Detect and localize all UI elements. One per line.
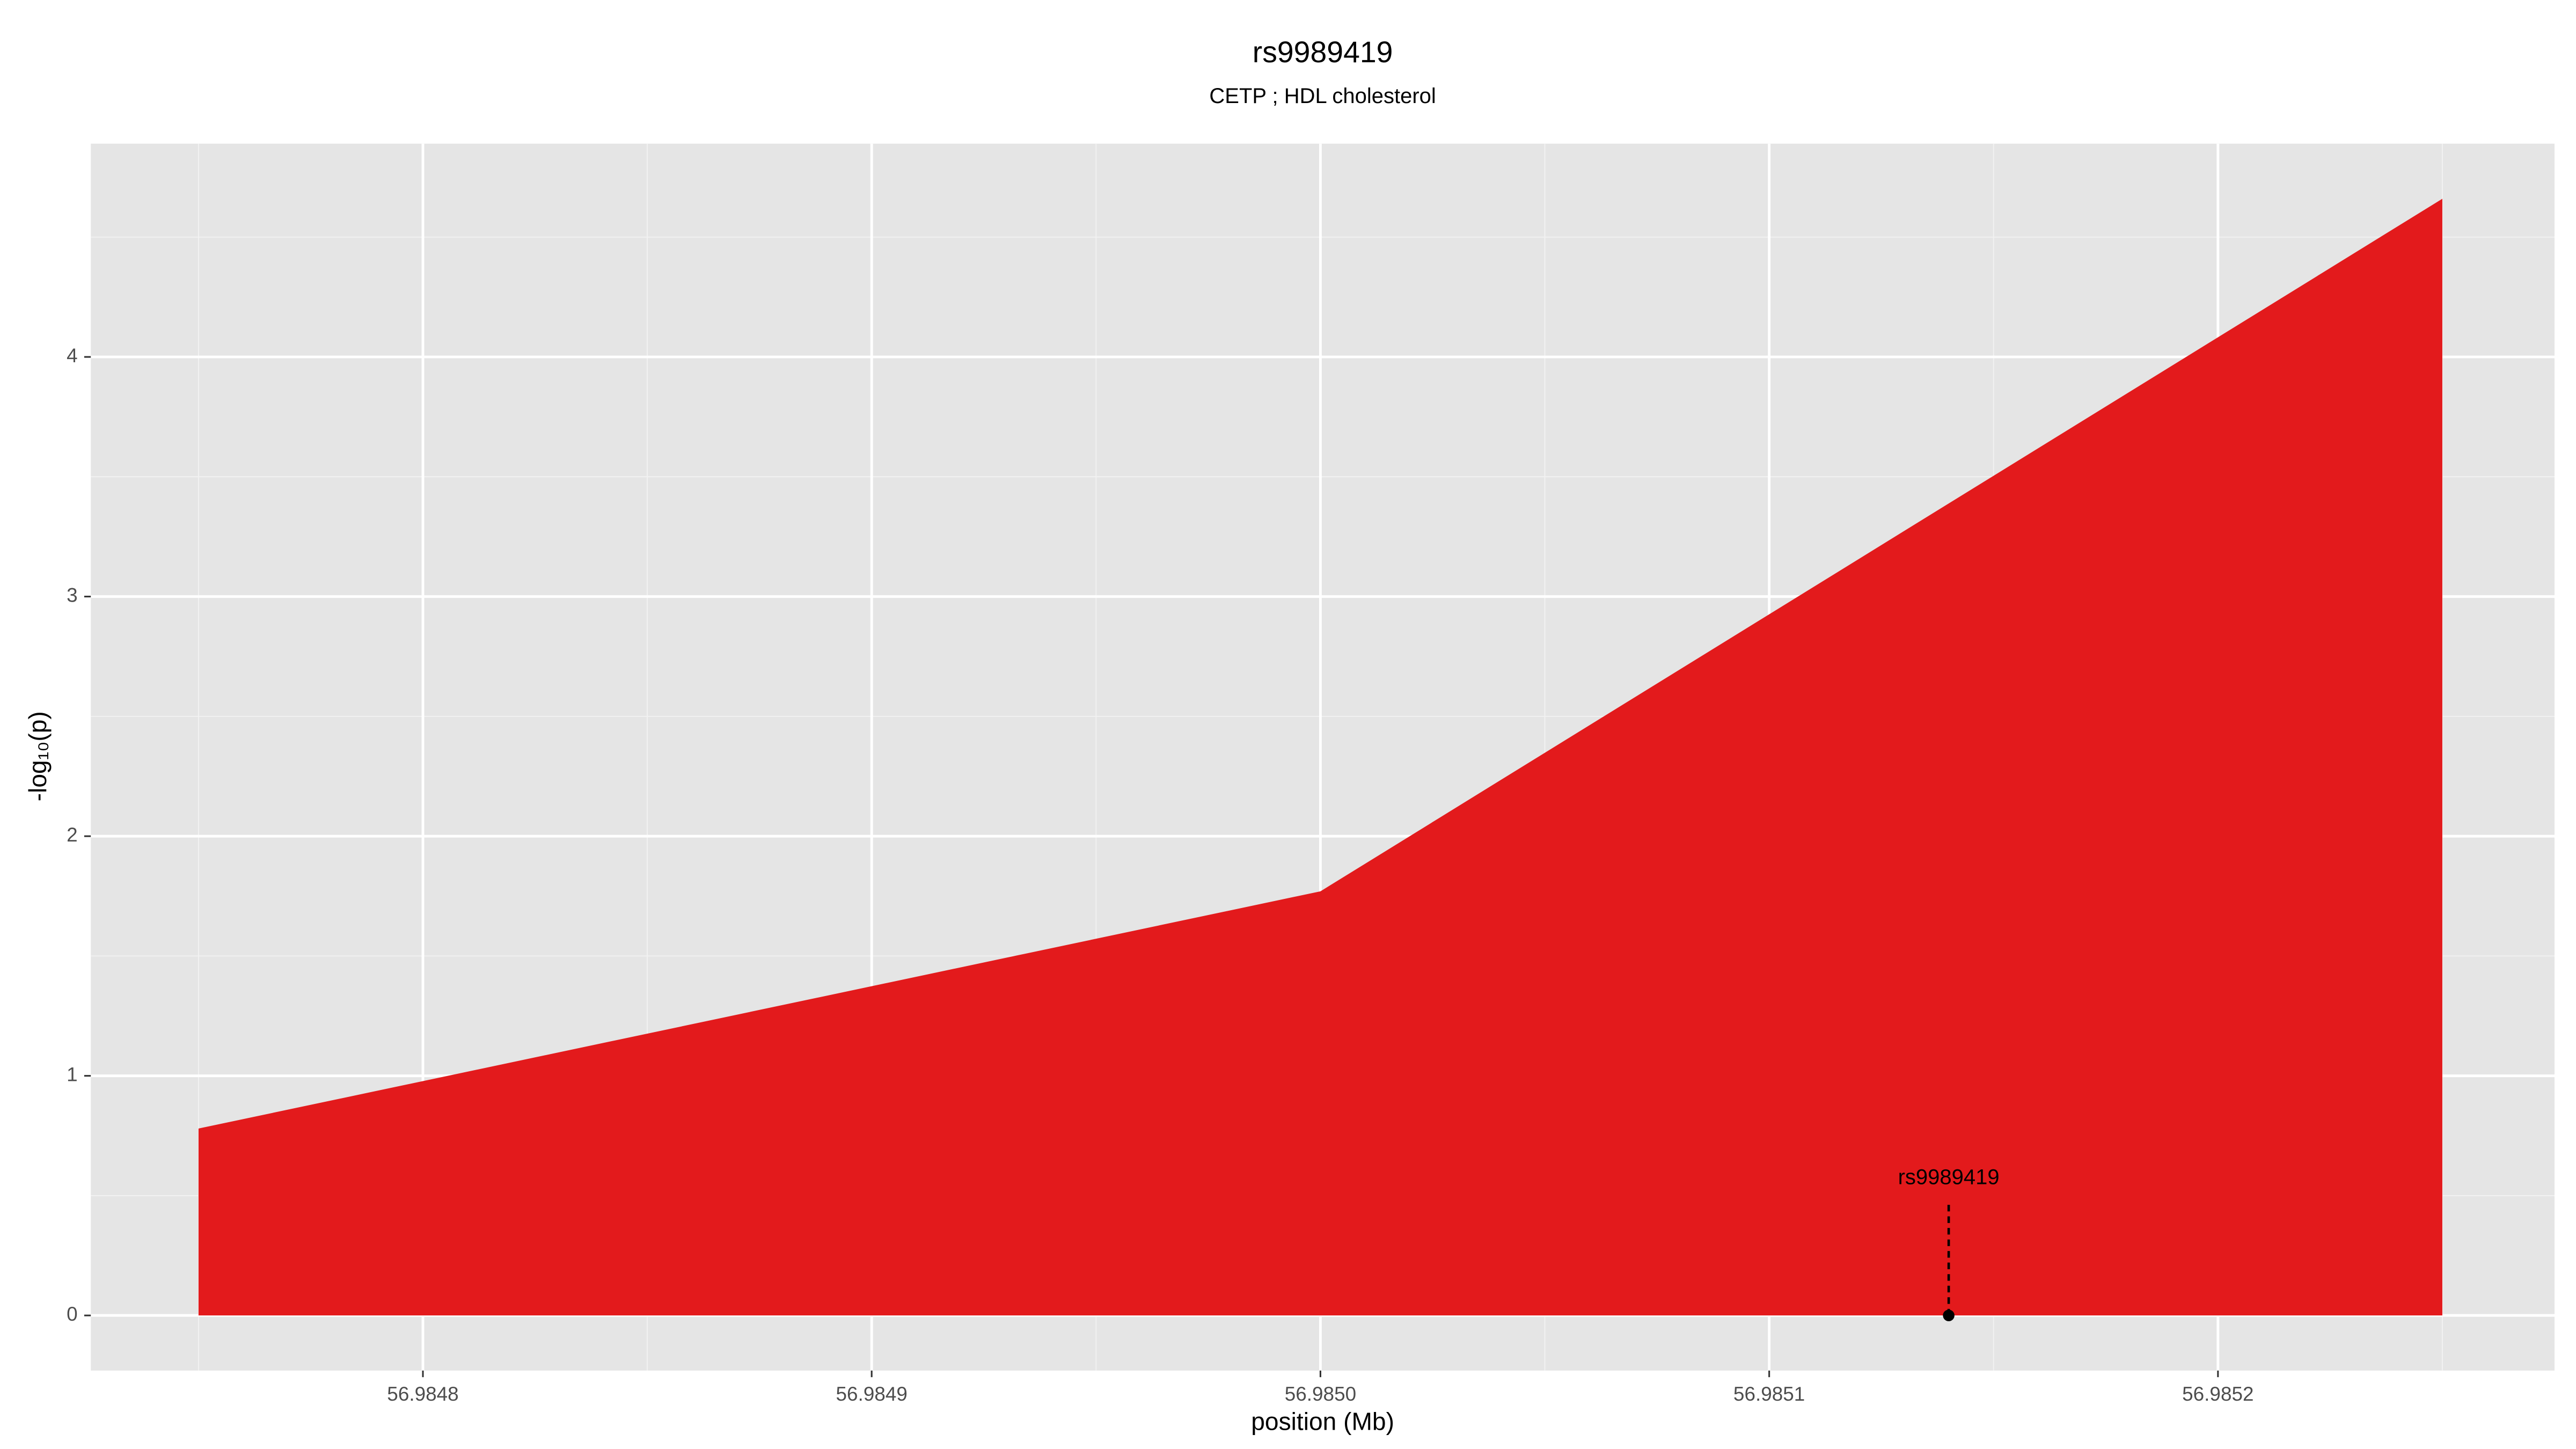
chart-title: rs9989419	[1253, 35, 1393, 69]
x-tick-label: 56.9851	[1733, 1383, 1805, 1405]
x-tick-label: 56.9849	[836, 1383, 908, 1405]
y-tick-label: 0	[67, 1303, 78, 1325]
x-tick-label: 56.9850	[1285, 1383, 1356, 1405]
y-tick-label: 1	[67, 1063, 78, 1085]
y-tick-label: 2	[67, 824, 78, 846]
y-tick-label: 3	[67, 584, 78, 606]
annotation-label: rs9989419	[1898, 1165, 2000, 1189]
x-axis-label: position (Mb)	[1251, 1407, 1394, 1435]
y-axis-label: -log₁₀(p)	[24, 711, 52, 801]
x-tick-label: 56.9852	[2182, 1383, 2253, 1405]
annotation-point	[1943, 1309, 1955, 1321]
chart-subtitle: CETP ; HDL cholesterol	[1209, 84, 1436, 108]
x-tick-label: 56.9848	[387, 1383, 458, 1405]
y-tick-label: 4	[67, 345, 78, 367]
area	[198, 199, 2442, 1316]
